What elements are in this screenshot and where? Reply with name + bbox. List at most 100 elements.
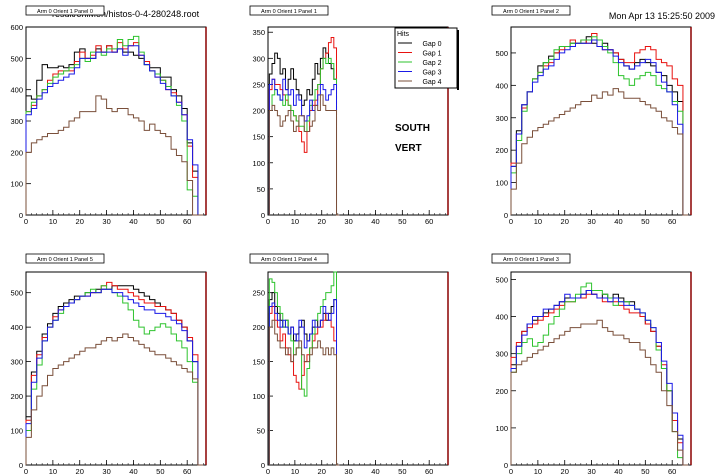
panel-title: Arm 0 Orient 1 Panel 0 [37, 9, 93, 15]
panel-title-box [491, 5, 571, 16]
panel-title: Arm 0 Orient 1 Panel 2 [503, 9, 559, 15]
y-tick-label: 200 [252, 107, 265, 116]
x-tick-label: 50 [641, 467, 649, 474]
histogram-series-gap-2 [268, 57, 340, 216]
y-tick-label: 600 [10, 23, 23, 32]
y-tick-label: 500 [10, 289, 23, 298]
histogram-series-gap-2 [510, 282, 689, 466]
histogram-series-gap-0 [25, 45, 204, 216]
x-tick-label: 60 [183, 217, 191, 226]
histogram-series-gap-1 [510, 32, 689, 216]
x-tick-label: 20 [318, 467, 326, 474]
histogram-series-gap-4 [25, 333, 204, 466]
histogram-panel: Arm 0 Orient 1 Panel 4 0 10 20 30 40 50 60 0 50 10… [249, 253, 449, 474]
histogram-series-gap-4 [510, 319, 689, 466]
x-tick-label: 50 [398, 217, 406, 226]
x-tick-label: 50 [156, 467, 164, 474]
x-tick-label: 40 [129, 467, 137, 474]
x-tick-label: 60 [183, 467, 191, 474]
y-tick-label: 200 [10, 392, 23, 401]
x-tick-label: 10 [291, 217, 299, 226]
y-tick-label: 200 [10, 148, 23, 157]
y-tick-label: 500 [10, 54, 23, 63]
y-tick-label: 50 [257, 185, 265, 194]
y-tick-label: 400 [495, 81, 508, 90]
x-tick-label: 20 [561, 467, 569, 474]
y-tick-label: 0 [261, 461, 265, 470]
y-tick-label: 300 [495, 114, 508, 123]
x-tick-label: 50 [156, 217, 164, 226]
y-tick-label: 500 [495, 49, 508, 58]
x-tick-label: 40 [129, 217, 137, 226]
histogram-series-gap-4 [268, 319, 340, 466]
y-tick-label: 200 [495, 387, 508, 396]
y-tick-label: 200 [252, 323, 265, 332]
y-tick-label: 300 [10, 358, 23, 367]
x-tick-label: 30 [102, 467, 110, 474]
histogram-series-gap-3 [268, 299, 340, 466]
x-tick-label: 20 [561, 217, 569, 226]
timestamp: Mon Apr 13 15:25:50 2009 [609, 11, 715, 21]
y-tick-label: 100 [252, 392, 265, 401]
panel-title: Arm 0 Orient 1 Panel 4 [261, 257, 317, 263]
legend-entry-label: Gap 1 [422, 51, 441, 58]
y-tick-label: 350 [252, 28, 265, 37]
panel-title-box [25, 253, 105, 264]
legend-shadow [457, 30, 459, 90]
y-tick-label: 500 [495, 275, 508, 284]
y-tick-label: 400 [10, 323, 23, 332]
histogram-series-gap-2 [25, 35, 204, 216]
x-tick-label: 30 [344, 217, 352, 226]
panel-title: Arm 0 Orient 1 Panel 3 [503, 257, 559, 263]
x-tick-label: 10 [291, 467, 299, 474]
histogram-series-gap-1 [268, 36, 340, 216]
panel-title-box [25, 5, 105, 16]
histogram-series-gap-2 [268, 271, 340, 466]
histogram-panel: Arm 0 Orient 1 Panel 3 0 10 20 30 40 50 60 0 100 2… [491, 253, 692, 474]
x-tick-label: 20 [76, 467, 84, 474]
x-tick-label: 20 [318, 217, 326, 226]
plot-frame [25, 26, 207, 216]
y-tick-label: 300 [252, 54, 265, 63]
panel-title-box [249, 5, 329, 16]
y-tick-label: 200 [495, 146, 508, 155]
y-tick-label: 100 [10, 180, 23, 189]
y-tick-label: 250 [252, 80, 265, 89]
y-tick-label: 0 [504, 461, 508, 470]
x-tick-label: 0 [24, 467, 28, 474]
y-tick-label: 400 [495, 313, 508, 322]
x-tick-label: 10 [534, 217, 542, 226]
histogram-series-gap-1 [25, 42, 204, 216]
histogram-series-gap-4 [268, 94, 340, 216]
annotation-south: SOUTH [395, 123, 430, 134]
x-tick-label: 40 [614, 467, 622, 474]
histogram-series-gap-3 [25, 288, 204, 466]
x-tick-label: 60 [668, 217, 676, 226]
x-tick-label: 50 [641, 217, 649, 226]
x-tick-label: 30 [102, 217, 110, 226]
legend-entry-label: Gap 0 [422, 41, 441, 48]
x-tick-label: 40 [371, 217, 379, 226]
histogram-series-gap-4 [510, 88, 689, 216]
plot-frame [267, 271, 449, 466]
y-tick-label: 100 [495, 179, 508, 188]
histogram-panel: Arm 0 Orient 1 Panel 00 10 20 30 40 50 6001002… [10, 5, 207, 226]
histogram-series-gap-3 [510, 39, 689, 216]
legend-box [394, 27, 458, 89]
histogram-panel: Arm 0 Orient 1 Panel 1 0 10 20 30 40 50 60 0 50 10… [249, 5, 449, 226]
x-tick-label: 20 [76, 217, 84, 226]
x-tick-label: 30 [587, 467, 595, 474]
histogram-series-gap-3 [510, 290, 689, 466]
y-tick-label: 0 [19, 211, 23, 220]
x-tick-label: 30 [587, 217, 595, 226]
panel-title: Arm 0 Orient 1 Panel 5 [37, 257, 93, 263]
x-tick-label: 0 [24, 217, 28, 226]
legend-entry-label: Gap 2 [422, 60, 441, 67]
x-tick-label: 0 [509, 467, 513, 474]
y-tick-label: 150 [252, 133, 265, 142]
y-tick-label: 100 [252, 159, 265, 168]
y-tick-label: 0 [504, 211, 508, 220]
x-tick-label: 0 [509, 217, 513, 226]
x-tick-label: 0 [266, 217, 270, 226]
